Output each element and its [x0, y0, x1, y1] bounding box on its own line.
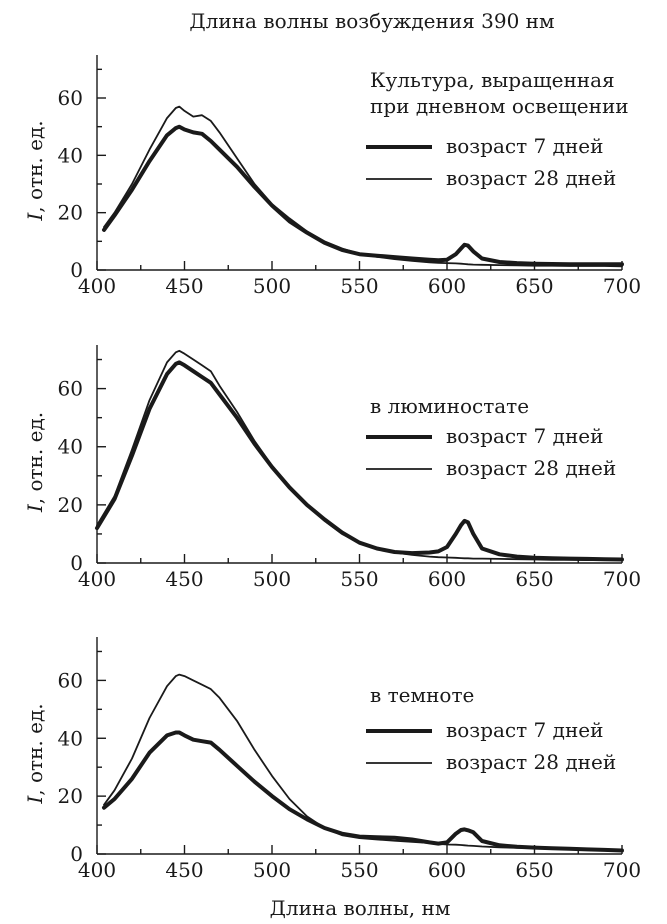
x-tick-label: 550	[340, 858, 378, 882]
x-tick-label: 600	[428, 567, 466, 591]
y-axis-label: I, отн. ед.	[23, 120, 47, 221]
series-line-age-28-days	[103, 105, 623, 268]
x-tick-label: 400	[78, 858, 116, 882]
x-tick-label: 400	[78, 274, 116, 298]
legend-label: возраст 7 дней	[446, 424, 603, 448]
chart-panel-2: 400 450 500 550 600 650 700 0 20 40 60 I, отн. ед. в…	[23, 345, 641, 591]
y-tick-label: 20	[58, 201, 83, 225]
x-tick-label: 700	[603, 567, 641, 591]
y-tick-label: 40	[58, 143, 83, 167]
x-tick-label: 450	[165, 274, 203, 298]
x-tick-label: 650	[515, 567, 553, 591]
x-tick-label: 650	[515, 858, 553, 882]
y-axis-label-units: , отн. ед.	[23, 120, 47, 212]
x-tick-label: 450	[165, 567, 203, 591]
panel-title-line: в люминостате	[370, 394, 529, 418]
panel-title-line: в темноте	[370, 683, 474, 707]
y-tick-label: 20	[58, 493, 83, 517]
y-tick-label: 0	[70, 258, 83, 282]
legend-label: возраст 7 дней	[446, 134, 603, 158]
panel-title-line: Культура, выращенная	[370, 68, 615, 92]
x-tick-label: 600	[428, 858, 466, 882]
y-axis-label-units: , отн. ед.	[23, 703, 47, 795]
y-tick-label: 20	[58, 784, 83, 808]
x-tick-label: 650	[515, 274, 553, 298]
figure-title: Длина волны возбуждения 390 нм	[189, 9, 554, 33]
y-tick-label: 60	[58, 668, 83, 692]
series-line-age-28-days	[96, 349, 623, 561]
x-tick-label: 500	[253, 858, 291, 882]
x-axis-label: Длина волны, нм	[270, 896, 451, 920]
y-tick-label: 60	[58, 86, 83, 110]
x-tick-label: 550	[340, 274, 378, 298]
x-tick-label: 400	[78, 567, 116, 591]
y-axis-label: I, отн. ед.	[23, 703, 47, 804]
y-axis-label-units: , отн. ед.	[23, 412, 47, 504]
y-tick-label: 0	[70, 842, 83, 866]
y-tick-label: 0	[70, 551, 83, 575]
x-tick-label: 450	[165, 858, 203, 882]
chart-panel-3: 400 450 500 550 600 650 700 0 20 40 60 I, отн. ед. в…	[23, 637, 641, 882]
legend-label: возраст 28 дней	[446, 750, 616, 774]
series-line-age-28-days	[103, 673, 623, 852]
x-tick-label: 550	[340, 567, 378, 591]
series-line-age-7-days	[102, 730, 624, 853]
x-tick-label: 700	[603, 274, 641, 298]
y-axis-label-symbol: I	[23, 503, 47, 513]
y-tick-label: 60	[58, 377, 83, 401]
y-axis-label-symbol: I	[23, 795, 47, 805]
chart-panel-1: 400 450 500 550 600 650 700 0 20 40 60 I, отн. ед. К…	[23, 55, 641, 298]
x-tick-label: 500	[253, 274, 291, 298]
panel-title-line: при дневном освещении	[370, 94, 629, 118]
y-tick-label: 40	[58, 435, 83, 459]
legend-label: возраст 28 дней	[446, 166, 616, 190]
legend-label: возраст 28 дней	[446, 456, 616, 480]
y-axis-label: I, отн. ед.	[23, 412, 47, 513]
x-tick-label: 600	[428, 274, 466, 298]
legend-label: возраст 7 дней	[446, 718, 603, 742]
y-axis-label-symbol: I	[23, 212, 47, 222]
x-tick-label: 500	[253, 567, 291, 591]
x-tick-label: 700	[603, 858, 641, 882]
y-tick-label: 40	[58, 726, 83, 750]
